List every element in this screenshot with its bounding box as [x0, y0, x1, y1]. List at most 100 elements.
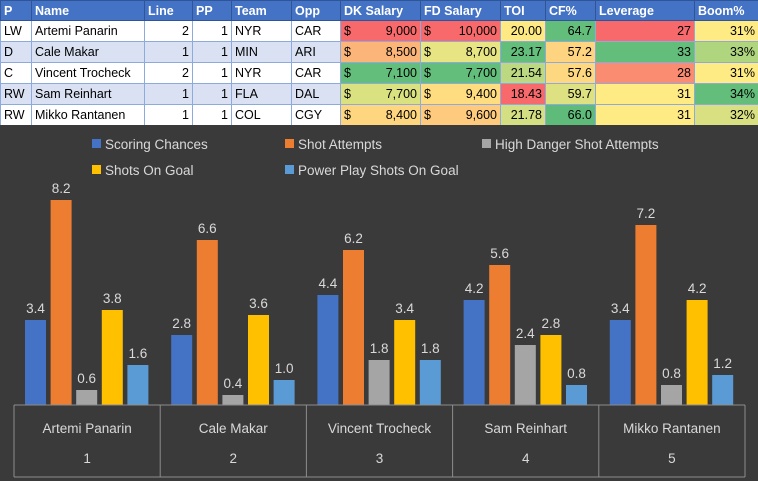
table-row: LW Artemi Panarin 2 1 NYR CAR $9,000 $10,000 20.…	[0, 20, 758, 42]
cell-opp[interactable]: CAR	[291, 20, 341, 42]
cell-cf[interactable]: 64.7	[545, 20, 596, 42]
cell-toi[interactable]: 18.43	[500, 83, 546, 105]
cell-cf[interactable]: 59.7	[545, 83, 596, 105]
col-header-toi[interactable]: TOI	[500, 0, 546, 21]
legend-swatch	[285, 165, 294, 174]
cell-cf[interactable]: 57.2	[545, 41, 596, 63]
cell-toi[interactable]: 23.17	[500, 41, 546, 63]
legend-swatch	[285, 139, 294, 148]
cell-opp[interactable]: CAR	[291, 62, 341, 84]
bar	[196, 240, 218, 405]
col-header-team[interactable]: Team	[231, 0, 292, 21]
cell-dk-salary[interactable]: $7,100	[340, 62, 421, 84]
cell-fd-salary[interactable]: $9,400	[420, 83, 501, 105]
col-header-pp[interactable]: PP	[192, 0, 232, 21]
data-label: 2.8	[172, 316, 191, 331]
cell-team[interactable]: NYR	[231, 20, 292, 42]
cell-opp[interactable]: CGY	[291, 104, 341, 126]
cell-toi[interactable]: 20.00	[500, 20, 546, 42]
cell-fd-salary[interactable]: $7,700	[420, 62, 501, 84]
data-label: 2.4	[516, 326, 535, 341]
cell-leverage[interactable]: 31	[595, 83, 695, 105]
cell-pp[interactable]: 1	[192, 41, 232, 63]
legend-swatch	[92, 139, 101, 148]
legend-swatch	[482, 139, 491, 148]
cell-position[interactable]: LW	[0, 20, 32, 42]
col-header-fd-salary[interactable]: FD Salary	[420, 0, 501, 21]
cell-player-name[interactable]: Artemi Panarin	[31, 20, 145, 42]
cell-line[interactable]: 2	[144, 20, 193, 42]
cell-team[interactable]: FLA	[231, 83, 292, 105]
cell-line[interactable]: 1	[144, 41, 193, 63]
cell-cf[interactable]: 57.6	[545, 62, 596, 84]
col-header-name[interactable]: Name	[31, 0, 145, 21]
cell-fd-salary[interactable]: $10,000	[420, 20, 501, 42]
cell-team[interactable]: NYR	[231, 62, 292, 84]
cell-dk-salary[interactable]: $7,700	[340, 83, 421, 105]
cell-leverage[interactable]: 31	[595, 104, 695, 126]
col-header-leverage[interactable]: Leverage	[595, 0, 695, 21]
data-label: 4.4	[319, 276, 338, 291]
bar	[419, 360, 441, 405]
cell-toi[interactable]: 21.78	[500, 104, 546, 126]
cell-player-name[interactable]: Cale Makar	[31, 41, 145, 63]
category-index-label: 1	[83, 451, 91, 466]
cell-line[interactable]: 2	[144, 62, 193, 84]
bar	[463, 300, 485, 405]
cell-boom[interactable]: 31%	[694, 62, 758, 84]
cell-position[interactable]: C	[0, 62, 32, 84]
table-row: D Cale Makar 1 1 MIN ARI $8,500 $8,700 23.17 57.2…	[0, 41, 758, 63]
cell-leverage[interactable]: 33	[595, 41, 695, 63]
cell-position[interactable]: RW	[0, 104, 32, 126]
cell-toi[interactable]: 21.54	[500, 62, 546, 84]
data-label: 2.8	[542, 316, 561, 331]
cell-pp[interactable]: 1	[192, 62, 232, 84]
cell-boom[interactable]: 33%	[694, 41, 758, 63]
bar	[712, 375, 734, 405]
cell-player-name[interactable]: Mikko Rantanen	[31, 104, 145, 126]
category-label: Cale Makar	[199, 421, 269, 436]
col-header-cf[interactable]: CF%	[545, 0, 596, 21]
cell-team[interactable]: COL	[231, 104, 292, 126]
cell-pp[interactable]: 1	[192, 104, 232, 126]
cell-fd-salary[interactable]: $8,700	[420, 41, 501, 63]
cell-line[interactable]: 1	[144, 83, 193, 105]
cell-leverage[interactable]: 27	[595, 20, 695, 42]
data-label: 1.8	[370, 341, 389, 356]
col-header-line[interactable]: Line	[144, 0, 193, 21]
cell-team[interactable]: MIN	[231, 41, 292, 63]
bar	[248, 315, 269, 405]
cell-boom[interactable]: 31%	[694, 20, 758, 42]
cell-boom[interactable]: 32%	[694, 104, 758, 126]
col-header-opp[interactable]: Opp	[291, 0, 341, 21]
bar	[222, 395, 244, 405]
table-row: RW Sam Reinhart 1 1 FLA DAL $7,700 $9,400 18.43 5…	[0, 83, 758, 105]
col-header-dk-salary[interactable]: DK Salary	[340, 0, 421, 21]
cell-pp[interactable]: 1	[192, 20, 232, 42]
bar	[394, 320, 416, 405]
cell-line[interactable]: 1	[144, 104, 193, 126]
cell-dk-salary[interactable]: $8,400	[340, 104, 421, 126]
cell-dk-salary-amount: 7,100	[385, 66, 417, 80]
cell-player-name[interactable]: Vincent Trocheck	[31, 62, 145, 84]
cell-pp[interactable]: 1	[192, 83, 232, 105]
cell-boom[interactable]: 34%	[694, 83, 758, 105]
cell-position[interactable]: RW	[0, 83, 32, 105]
legend-label: Shot Attempts	[298, 137, 382, 152]
currency-symbol: $	[344, 108, 351, 122]
data-label: 6.2	[344, 231, 363, 246]
cell-leverage[interactable]: 28	[595, 62, 695, 84]
table-row: RW Mikko Rantanen 1 1 COL CGY $8,400 $9,600 21.7…	[0, 104, 758, 126]
cell-opp[interactable]: DAL	[291, 83, 341, 105]
cell-fd-salary[interactable]: $9,600	[420, 104, 501, 126]
cell-opp[interactable]: ARI	[291, 41, 341, 63]
cell-dk-salary-amount: 9,000	[385, 24, 417, 38]
currency-symbol: $	[344, 45, 351, 59]
col-header-p[interactable]: P	[0, 0, 32, 21]
cell-dk-salary[interactable]: $9,000	[340, 20, 421, 42]
cell-dk-salary[interactable]: $8,500	[340, 41, 421, 63]
cell-cf[interactable]: 66.0	[545, 104, 596, 126]
cell-position[interactable]: D	[0, 41, 32, 63]
cell-player-name[interactable]: Sam Reinhart	[31, 83, 145, 105]
col-header-boom[interactable]: Boom%	[694, 0, 758, 21]
